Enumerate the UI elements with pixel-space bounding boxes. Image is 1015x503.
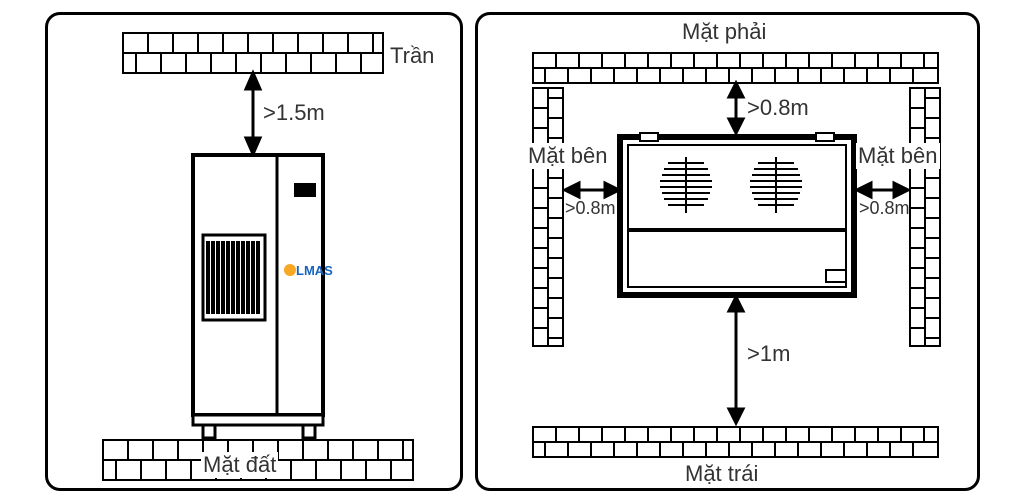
left-wall-r	[533, 88, 563, 346]
right-panel: Mặt phải Mặt trái Mặt bên Mặt bên >0.8m …	[475, 12, 980, 491]
right-dim-arrow-r	[857, 183, 908, 197]
right-diagram-svg	[478, 15, 983, 494]
right-wall-r	[910, 88, 940, 346]
dehumidifier-unit	[193, 155, 323, 438]
right-dim-r: >0.8m	[859, 198, 910, 219]
ceiling-label: Trần	[388, 43, 436, 69]
top-dim-label: >1.5m	[263, 100, 325, 126]
bottom-label-r: Mặt trái	[683, 461, 760, 487]
bottom-dim-arrow-r	[729, 297, 743, 423]
svg-text:LMAS: LMAS	[296, 263, 333, 278]
left-dim-arrow-r	[565, 183, 619, 197]
right-side-label: Mặt bên	[856, 143, 940, 169]
left-dim-r: >0.8m	[565, 198, 616, 219]
bottom-wall-r	[533, 427, 938, 457]
brand-logo: LMAS	[284, 263, 333, 278]
top-dim-r: >0.8m	[747, 95, 809, 121]
top-dim-arrow-r	[729, 83, 743, 133]
left-side-label: Mặt bên	[526, 143, 610, 169]
top-label-r: Mặt phải	[680, 19, 768, 45]
bottom-dim-r: >1m	[747, 341, 790, 367]
ground-label: Mặt đất	[201, 452, 278, 478]
top-dim-arrow	[246, 73, 260, 154]
top-wall-r	[533, 53, 938, 83]
ceiling-wall	[123, 33, 383, 73]
unit-top-view	[620, 133, 854, 295]
left-diagram-svg: LMAS	[48, 15, 466, 494]
left-panel: LMAS Trần Mặt đất >1.5m	[45, 12, 463, 491]
